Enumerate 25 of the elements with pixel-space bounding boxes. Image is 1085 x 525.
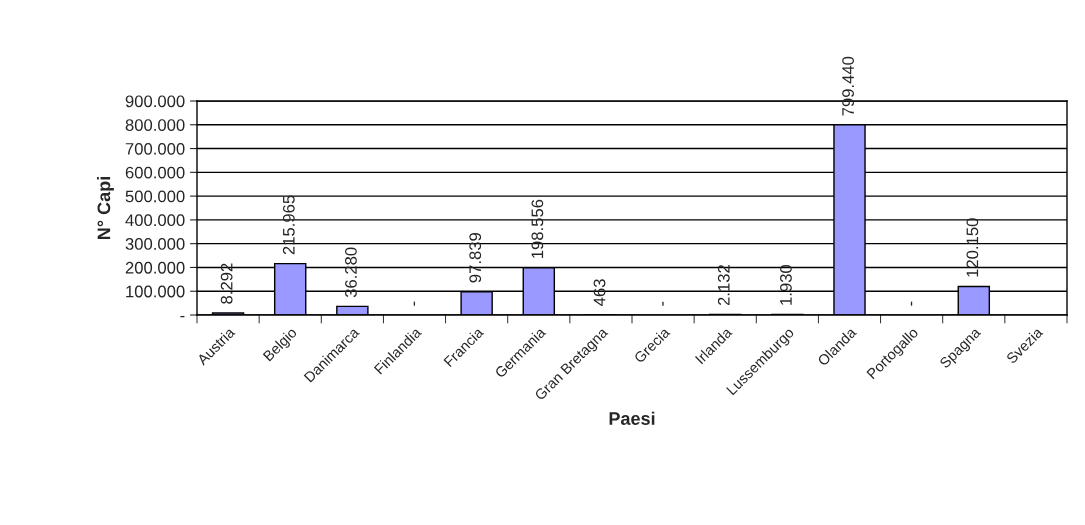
y-tick-label: 500.000	[125, 190, 185, 203]
data-label: 2.132	[717, 265, 730, 306]
data-label: 215.965	[282, 195, 295, 255]
data-label: 1.930	[780, 264, 792, 305]
data-label: 799.440	[842, 56, 854, 116]
y-axis-title: N° Capi	[97, 177, 114, 239]
y-tick-label: 800.000	[125, 119, 185, 131]
y-tick-label: 200.000	[125, 261, 185, 274]
data-label: -	[413, 301, 416, 306]
data-label: 36.280	[345, 247, 357, 298]
data-label: -	[662, 301, 664, 306]
y-tick-label: 700.000	[125, 142, 185, 155]
y-tick-label: 400.000	[125, 214, 185, 227]
data-label: 120.150	[966, 218, 979, 277]
data-label: 463	[593, 279, 606, 306]
y-tick-label: -	[180, 315, 185, 318]
x-axis-title: Paesi	[609, 411, 655, 425]
y-tick-label: 100.000	[126, 285, 185, 298]
y-tick-label: 600.000	[125, 166, 185, 179]
data-label: -	[910, 301, 913, 306]
data-label: 97.839	[469, 232, 482, 283]
y-tick-label: 300.000	[125, 238, 185, 250]
y-tick-label: 900.000	[125, 95, 185, 108]
data-label: 8.292	[220, 263, 233, 304]
data-label: 198.556	[531, 199, 544, 258]
